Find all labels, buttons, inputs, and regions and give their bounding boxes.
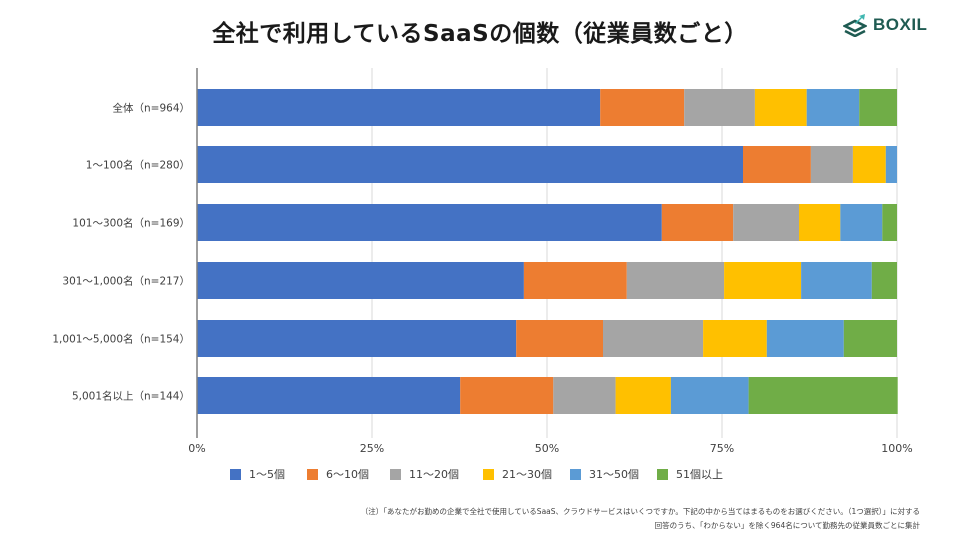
- legend-swatch: [230, 468, 241, 480]
- bar-segment: [733, 204, 799, 241]
- x-tick-label: 0%: [188, 442, 205, 455]
- footnote-line-1: （注）「あなたがお勤めの企業で全社で使用しているSaaS、クラウドサービスはいく…: [360, 507, 920, 516]
- chart-legend: 1～5個 6～10個 11～20個 21～30個 31～50個 51個以上: [0, 466, 960, 486]
- legend-swatch: [390, 468, 401, 480]
- bar-segment: [197, 146, 743, 183]
- bar-segment: [766, 320, 844, 357]
- bar-segment: [703, 320, 767, 357]
- y-category-label: 5,001名以上（n=144）: [72, 390, 190, 403]
- y-category-label: 1～100名（n=280）: [86, 159, 190, 172]
- bar-segment: [852, 146, 886, 183]
- bar-segment: [553, 377, 616, 414]
- footnote: （注）「あなたがお勤めの企業で全社で使用しているSaaS、クラウドサービスはいく…: [361, 505, 920, 533]
- bar-segment: [859, 89, 897, 126]
- bar-segment: [516, 320, 603, 357]
- legend-item: 21～30個: [483, 466, 552, 482]
- legend-swatch: [570, 468, 581, 480]
- bar-segment: [197, 262, 524, 299]
- bar-segment: [810, 146, 853, 183]
- bar-segment: [603, 320, 704, 357]
- legend-label: 6～10個: [326, 468, 369, 481]
- bar-segment: [460, 377, 554, 414]
- legend-item: 11～20個: [390, 466, 459, 482]
- bar-segment: [754, 89, 807, 126]
- legend-label: 11～20個: [409, 468, 459, 481]
- bar-segment: [197, 204, 662, 241]
- bar-segment: [871, 262, 897, 299]
- bar-segment: [197, 320, 517, 357]
- legend-item: 1～5個: [230, 466, 285, 482]
- legend-item: 51個以上: [657, 466, 723, 482]
- bar-segment: [600, 89, 685, 126]
- boxil-logo: BOXIL: [843, 12, 927, 38]
- legend-item: 31～50個: [570, 466, 639, 482]
- x-tick-label: 25%: [360, 442, 384, 455]
- y-category-label: 全体（n=964）: [113, 102, 191, 115]
- bar-segment: [840, 204, 883, 241]
- legend-label: 21～30個: [502, 468, 552, 481]
- legend-swatch: [307, 468, 318, 480]
- bar-segment: [724, 262, 802, 299]
- legend-swatch: [483, 468, 494, 480]
- bar-segment: [626, 262, 725, 299]
- bar-segment: [801, 262, 872, 299]
- bar-segment: [806, 89, 860, 126]
- bar-segment: [885, 146, 897, 183]
- bar-segment: [661, 204, 734, 241]
- y-category-label: 301～1,000名（n=217）: [62, 275, 190, 288]
- x-tick-label: 50%: [535, 442, 559, 455]
- footnote-line-2: 回答のうち、「わからない」を除く964名について勤務先の従業員数ごとに集計: [654, 521, 920, 530]
- bar-segment: [197, 89, 601, 126]
- legend-item: 6～10個: [307, 466, 369, 482]
- bar-segment: [197, 377, 461, 414]
- bar-segment: [684, 89, 755, 126]
- legend-swatch: [657, 468, 668, 480]
- bar-segment: [799, 204, 841, 241]
- y-category-label: 1,001～5,000名（n=154）: [52, 333, 190, 346]
- chart-title: 全社で利用しているSaaSの個数（従業員数ごと）: [212, 21, 748, 47]
- bar-segment: [843, 320, 897, 357]
- bar-segment: [743, 146, 811, 183]
- x-tick-label: 75%: [710, 442, 734, 455]
- y-category-label: 101～300名（n=169）: [72, 217, 190, 230]
- legend-label: 1～5個: [249, 468, 285, 481]
- legend-label: 31～50個: [589, 468, 639, 481]
- legend-label: 51個以上: [676, 468, 723, 481]
- bar-segment: [748, 377, 898, 414]
- x-tick-label: 100%: [881, 442, 912, 455]
- bar-segment: [615, 377, 671, 414]
- logo-text: BOXIL: [873, 15, 928, 34]
- bar-segment: [523, 262, 627, 299]
- boxil-stack-icon: [843, 14, 867, 37]
- bar-segment: [882, 204, 897, 241]
- bar-segment: [670, 377, 749, 414]
